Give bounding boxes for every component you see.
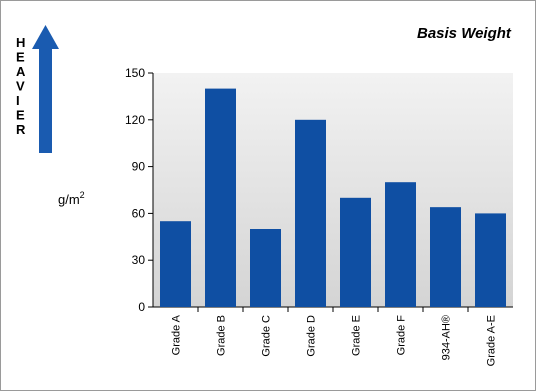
bar-series — [160, 88, 506, 307]
y-tick-label: 90 — [132, 160, 146, 174]
heavier-letter: I — [16, 93, 20, 108]
y-tick-label: 150 — [125, 66, 145, 80]
x-category-label: Grade F — [396, 315, 408, 356]
bar — [205, 88, 236, 307]
x-category-label: Grade A — [171, 314, 183, 355]
y-axis-unit-superscript: 2 — [80, 190, 85, 200]
bar — [160, 221, 191, 307]
heavier-letter: H — [16, 35, 25, 50]
heavier-arrow-icon — [32, 25, 59, 153]
arrow-shaft — [39, 47, 52, 153]
bar — [295, 119, 326, 307]
bar — [385, 182, 416, 307]
x-category-label: 934-AH® — [441, 315, 453, 360]
bar — [250, 229, 281, 307]
y-tick-label: 120 — [125, 113, 145, 127]
heavier-letter: A — [16, 64, 26, 79]
y-tick-label: 30 — [132, 253, 146, 267]
heavier-letter: E — [16, 50, 25, 65]
arrow-head — [32, 25, 59, 49]
y-tick-label: 0 — [138, 300, 145, 314]
heavier-letter: E — [16, 108, 25, 123]
x-category-label: Grade A-E — [486, 315, 498, 366]
y-axis-unit-text: g/m — [58, 192, 80, 207]
heavier-letter: V — [16, 79, 25, 94]
y-axis-ticks: 0 30 60 90 120 150 — [125, 66, 153, 314]
bar — [430, 207, 461, 307]
x-category-label: Grade D — [306, 315, 318, 357]
y-tick-label: 60 — [132, 206, 146, 220]
heavier-letter: R — [16, 122, 26, 137]
x-category-label: Grade E — [351, 315, 363, 356]
x-category-label: Grade C — [261, 315, 273, 357]
x-axis-labels: Grade A Grade B Grade C Grade D Grade E Grade… — [171, 307, 498, 366]
bar — [340, 197, 371, 307]
bar — [475, 213, 506, 307]
chart-title: Basis Weight — [417, 25, 512, 42]
x-category-label: Grade B — [216, 315, 228, 356]
y-axis-unit-label: g/m2 — [58, 190, 85, 207]
